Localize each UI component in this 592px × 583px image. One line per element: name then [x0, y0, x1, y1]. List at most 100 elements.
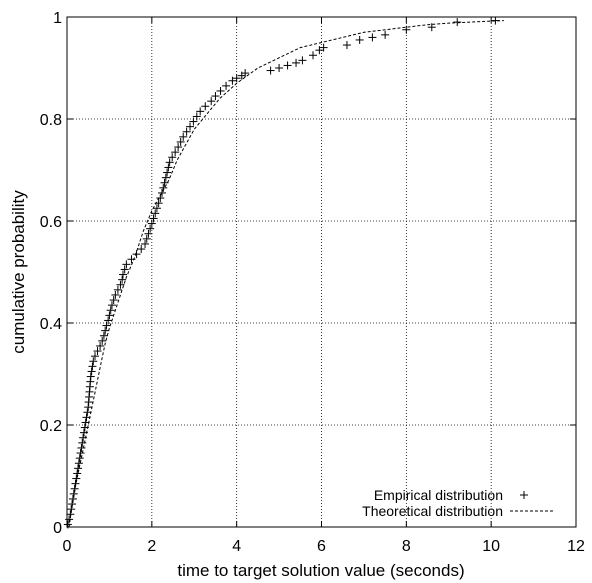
- empirical-point: [109, 296, 118, 305]
- x-tick-labels: 0 2 4 6 8 10 12: [63, 538, 585, 555]
- empirical-point: [201, 102, 210, 111]
- empirical-point: [104, 316, 113, 325]
- empirical-point: [216, 86, 225, 95]
- empirical-point: [159, 183, 168, 192]
- empirical-point: [69, 489, 78, 498]
- empirical-point: [78, 438, 87, 447]
- empirical-point: [70, 484, 79, 493]
- empirical-point: [132, 250, 141, 259]
- empirical-point: [192, 112, 201, 121]
- empirical-point: [141, 239, 150, 248]
- x-tick-label: 4: [232, 538, 241, 555]
- empirical-point: [75, 454, 84, 463]
- y-tick-label: 0.8: [40, 112, 62, 129]
- y-tick-label: 1: [53, 10, 62, 27]
- empirical-point: [151, 209, 160, 218]
- empirical-point: [319, 43, 328, 52]
- empirical-point: [222, 81, 231, 90]
- empirical-point: [179, 132, 188, 141]
- empirical-point: [74, 459, 83, 468]
- empirical-point: [292, 58, 301, 67]
- empirical-point: [67, 505, 76, 514]
- empirical-point: [79, 428, 88, 437]
- empirical-point: [71, 479, 80, 488]
- empirical-point: [102, 321, 111, 330]
- empirical-point: [161, 173, 170, 182]
- empirical-point: [65, 515, 74, 524]
- theoretical-series: [68, 20, 504, 528]
- empirical-point: [232, 74, 241, 83]
- empirical-point: [90, 352, 99, 361]
- empirical-point: [79, 433, 88, 442]
- axis-ticks: [66, 16, 577, 528]
- empirical-point: [142, 234, 151, 243]
- empirical-series: [63, 16, 500, 529]
- x-tick-label: 8: [402, 538, 411, 555]
- empirical-point: [152, 204, 161, 213]
- empirical-point: [68, 500, 77, 509]
- y-tick-label: 0.6: [40, 214, 62, 231]
- x-tick-label: 0: [63, 538, 72, 555]
- empirical-point: [147, 219, 156, 228]
- empirical-point: [105, 311, 114, 320]
- empirical-point: [196, 107, 205, 116]
- legend-label-empirical: Empirical distribution: [374, 487, 503, 503]
- x-tick-label: 6: [317, 538, 326, 555]
- y-tick-label: 0.2: [40, 418, 62, 435]
- empirical-point: [158, 188, 167, 197]
- empirical-point: [68, 494, 77, 503]
- empirical-point: [174, 143, 183, 152]
- empirical-point: [156, 194, 165, 203]
- empirical-point: [491, 16, 500, 25]
- empirical-point: [113, 285, 122, 294]
- empirical-point: [146, 224, 155, 233]
- empirical-point: [82, 413, 91, 422]
- empirical-point: [111, 290, 120, 299]
- x-tick-label: 10: [482, 538, 500, 555]
- empirical-point: [73, 469, 82, 478]
- theoretical-curve: [68, 20, 504, 528]
- empirical-point: [402, 25, 411, 34]
- empirical-point: [211, 92, 220, 101]
- empirical-point: [368, 33, 377, 42]
- empirical-point: [453, 18, 462, 27]
- x-tick-label: 12: [567, 538, 585, 555]
- empirical-point: [72, 474, 81, 483]
- empirical-point: [228, 76, 237, 85]
- empirical-point: [89, 357, 98, 366]
- y-tick-label: 0.4: [40, 316, 62, 333]
- y-tick-labels: 0 0.2 0.4 0.6 0.8 1: [40, 10, 62, 537]
- empirical-point: [77, 443, 86, 452]
- empirical-point: [66, 510, 75, 519]
- empirical-point: [63, 520, 72, 529]
- empirical-point: [106, 306, 115, 315]
- empirical-point: [176, 137, 185, 146]
- empirical-point: [149, 214, 158, 223]
- empirical-point: [107, 301, 116, 310]
- grid-lines: [67, 17, 576, 527]
- empirical-point: [127, 255, 136, 264]
- empirical-point: [80, 423, 89, 432]
- empirical-point: [120, 265, 129, 274]
- empirical-point: [98, 336, 107, 345]
- empirical-point: [96, 341, 105, 350]
- empirical-point: [355, 35, 364, 44]
- empirical-point: [207, 97, 216, 106]
- empirical-point: [74, 464, 83, 473]
- empirical-point: [189, 117, 198, 126]
- y-axis-title: cumulative probability: [9, 190, 28, 354]
- empirical-point: [165, 158, 174, 167]
- legend: Empirical distribution Theoretical distr…: [362, 487, 555, 519]
- empirical-point: [160, 178, 169, 187]
- empirical-point: [381, 30, 390, 39]
- legend-label-theoretical: Theoretical distribution: [362, 503, 503, 519]
- empirical-point: [122, 260, 131, 269]
- empirical-point: [137, 245, 146, 254]
- empirical-point: [168, 153, 177, 162]
- empirical-point: [182, 127, 191, 136]
- empirical-point: [118, 270, 127, 279]
- empirical-point: [342, 41, 351, 50]
- empirical-point: [144, 229, 153, 238]
- empirical-point: [275, 64, 284, 72]
